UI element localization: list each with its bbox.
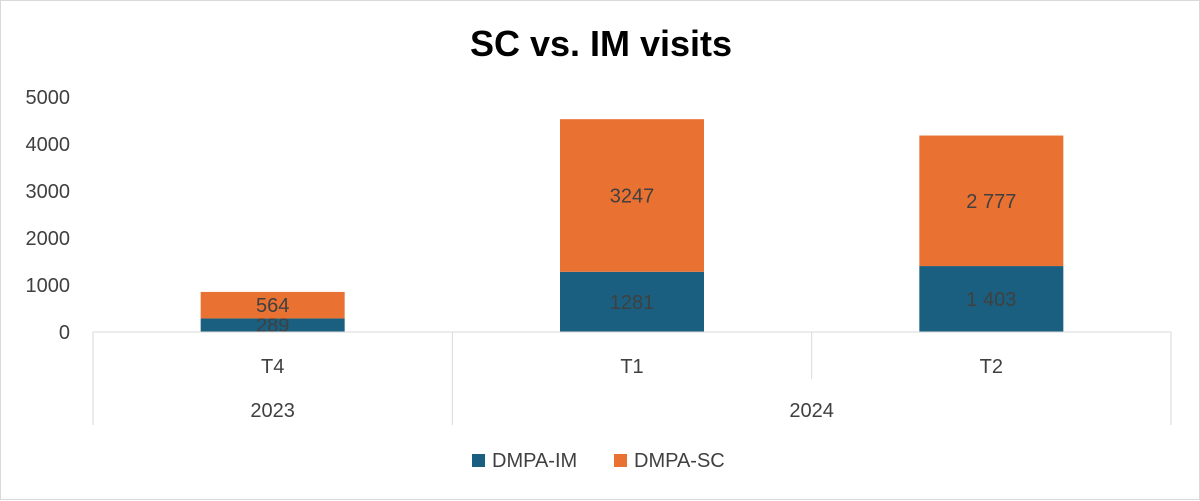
y-tick-label: 1000 — [26, 275, 71, 297]
x-group-label: 2024 — [789, 400, 834, 422]
bar-dmpa-sc-t2 — [919, 135, 1064, 267]
y-tick-label: 4000 — [26, 134, 71, 156]
bar-dmpa-im-t4 — [200, 318, 345, 332]
y-tick-label: 5000 — [26, 87, 71, 109]
x-category-label: T2 — [980, 356, 1003, 378]
chart-title: SC vs. IM visits — [470, 23, 732, 64]
legend: DMPA-IM DMPA-SC — [472, 450, 725, 472]
bar-dmpa-sc-t1 — [560, 119, 704, 272]
data-label: 1 403 — [966, 289, 1016, 311]
x-category-label: T4 — [261, 356, 284, 378]
legend-swatch-dmpa-im — [472, 454, 485, 467]
y-tick-label: 2000 — [26, 228, 71, 250]
y-tick-label: 3000 — [26, 181, 71, 203]
y-axis: 0 1000 2000 3000 4000 5000 — [26, 87, 71, 344]
x-group-label: 2023 — [250, 400, 295, 422]
bar-dmpa-im-t1 — [560, 271, 704, 332]
legend-label-dmpa-sc: DMPA-SC — [634, 450, 725, 472]
legend-swatch-dmpa-sc — [614, 454, 627, 467]
data-label: 564 — [256, 295, 289, 317]
bar-dmpa-im-t2 — [919, 266, 1064, 332]
data-label: 1281 — [610, 292, 655, 314]
x-category-label: T1 — [620, 356, 643, 378]
y-tick-label: 0 — [59, 322, 70, 344]
data-label: 2 777 — [966, 191, 1016, 213]
data-label: 289 — [256, 315, 289, 337]
legend-label-dmpa-im: DMPA-IM — [492, 450, 577, 472]
x-axis: T4 T1 T2 2023 2024 — [92, 331, 1172, 425]
data-label: 3247 — [610, 185, 655, 207]
bar-dmpa-sc-t4 — [200, 291, 345, 319]
